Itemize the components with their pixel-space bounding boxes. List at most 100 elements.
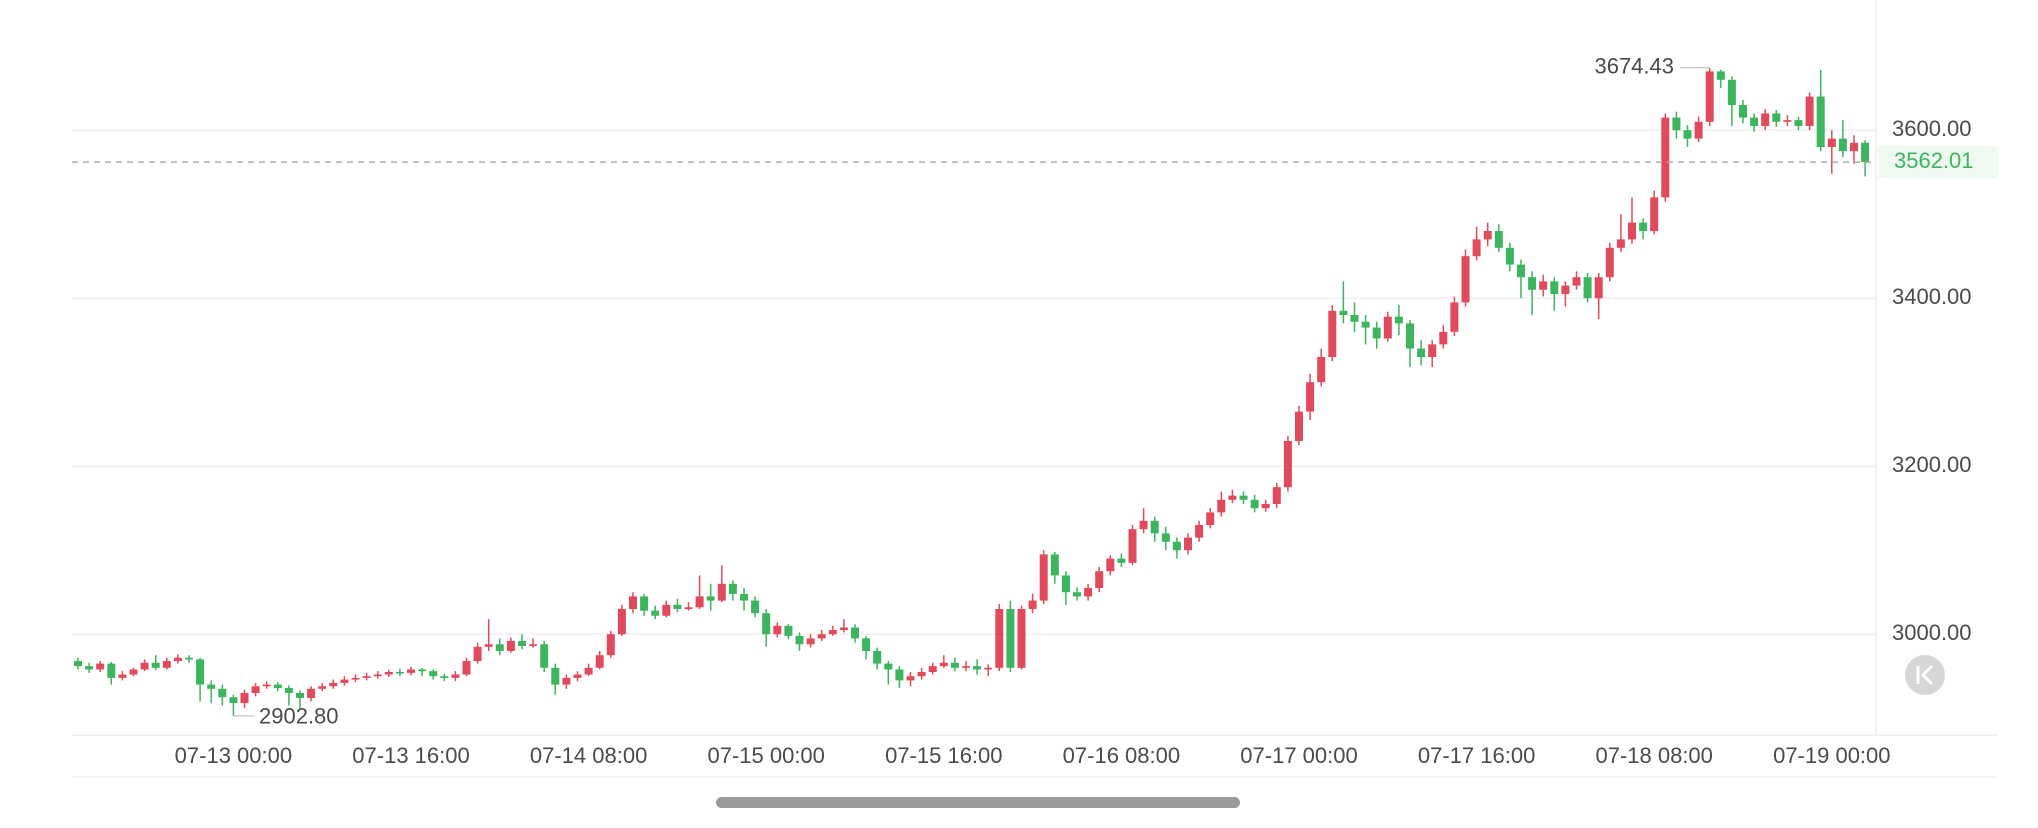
candle-body bbox=[762, 613, 771, 635]
candle-body bbox=[351, 677, 360, 680]
scrollbar[interactable] bbox=[716, 797, 1240, 808]
candle-body bbox=[340, 679, 349, 683]
y-tick-label: 3200.00 bbox=[1892, 452, 1972, 477]
candle-body bbox=[1650, 197, 1659, 231]
candle-body bbox=[784, 625, 793, 636]
candle-body bbox=[1028, 600, 1037, 609]
candle-body bbox=[1783, 120, 1792, 122]
candle-body bbox=[617, 609, 626, 635]
candle-body bbox=[1517, 264, 1525, 278]
candle-body bbox=[1583, 277, 1592, 299]
candle-body bbox=[529, 644, 538, 646]
candle-body bbox=[984, 667, 993, 670]
candle-body bbox=[1483, 231, 1492, 240]
candle-body bbox=[185, 657, 193, 660]
candle-body bbox=[96, 663, 105, 670]
candle-body bbox=[118, 674, 127, 678]
candle-body bbox=[1772, 113, 1781, 122]
candle-body bbox=[1705, 71, 1714, 122]
candle-body bbox=[1805, 96, 1814, 126]
candle-body bbox=[884, 663, 893, 670]
candle-body bbox=[284, 687, 293, 693]
candle-body bbox=[1394, 316, 1403, 324]
candle-body bbox=[1672, 117, 1681, 131]
candle-body bbox=[1605, 247, 1614, 278]
candle-body bbox=[407, 669, 415, 673]
candle-body bbox=[1361, 321, 1370, 328]
candle-body bbox=[1417, 348, 1426, 357]
candle-body bbox=[1217, 499, 1226, 513]
candle-body bbox=[273, 684, 282, 688]
candle-body bbox=[262, 684, 271, 687]
candle-body bbox=[107, 663, 116, 678]
candle-body bbox=[706, 596, 715, 601]
candle-body bbox=[429, 671, 438, 677]
candle-body bbox=[173, 657, 182, 662]
candle-body bbox=[1195, 525, 1204, 538]
candle-body bbox=[384, 672, 393, 675]
x-tick-label: 07-17 16:00 bbox=[1418, 743, 1535, 768]
reset-icon bbox=[1920, 664, 1934, 686]
candle-body bbox=[1406, 323, 1414, 349]
candle-body bbox=[1794, 120, 1803, 126]
candle-body bbox=[229, 697, 238, 704]
candle-body bbox=[1439, 331, 1448, 345]
x-tick-label: 07-15 00:00 bbox=[707, 743, 824, 768]
x-tick-label: 07-18 08:00 bbox=[1595, 743, 1712, 768]
x-tick-label: 07-17 00:00 bbox=[1240, 743, 1357, 768]
candle-body bbox=[562, 677, 571, 685]
candle-body bbox=[1050, 554, 1059, 576]
candle-body bbox=[1328, 310, 1337, 357]
candle-body bbox=[1261, 504, 1270, 509]
candle-body bbox=[473, 646, 482, 662]
last-price-label: 3562.01 bbox=[1894, 148, 1974, 173]
candle-body bbox=[1850, 142, 1858, 152]
candle-body bbox=[873, 651, 882, 664]
candle-body bbox=[1161, 533, 1170, 542]
candle-body bbox=[1272, 487, 1281, 504]
candle-body bbox=[1150, 520, 1159, 534]
candle-body bbox=[551, 667, 560, 685]
candle-body bbox=[595, 655, 604, 668]
candle-body bbox=[1228, 495, 1237, 500]
candle-body bbox=[1339, 310, 1348, 315]
candle-body bbox=[895, 669, 904, 681]
candle-body bbox=[1117, 558, 1126, 563]
y-tick-label: 3400.00 bbox=[1892, 284, 1972, 309]
candle-body bbox=[362, 676, 371, 678]
candle-body bbox=[296, 693, 304, 699]
candle-body bbox=[629, 596, 637, 609]
candle-body bbox=[85, 666, 94, 670]
candle-body bbox=[651, 610, 660, 616]
candle-body bbox=[1628, 222, 1636, 240]
candle-body bbox=[928, 666, 937, 672]
candle-body bbox=[751, 600, 760, 614]
candle-body bbox=[995, 609, 1004, 668]
candle-body bbox=[962, 666, 970, 668]
candle-body bbox=[495, 644, 504, 651]
candle-body bbox=[140, 662, 149, 670]
candle-body bbox=[1716, 71, 1725, 80]
candle-body bbox=[773, 625, 782, 635]
reset-button[interactable] bbox=[1905, 655, 1945, 695]
candle-body bbox=[240, 693, 249, 704]
candle-body bbox=[973, 666, 982, 670]
candle-body bbox=[795, 635, 804, 645]
candle-body bbox=[1550, 281, 1559, 294]
candle-body bbox=[1639, 222, 1648, 231]
candle-body bbox=[740, 593, 748, 601]
min-label: 2902.80 bbox=[259, 704, 339, 729]
candle-body bbox=[573, 674, 582, 678]
candle-body bbox=[950, 662, 959, 668]
candle-body bbox=[1073, 592, 1081, 597]
y-tick-label: 3600.00 bbox=[1892, 116, 1972, 141]
candle-body bbox=[74, 661, 82, 667]
candle-body bbox=[1139, 520, 1148, 530]
candle-body bbox=[1428, 344, 1437, 357]
candle-body bbox=[1006, 609, 1015, 668]
candle-body bbox=[673, 604, 682, 609]
x-tick-label: 07-16 08:00 bbox=[1063, 743, 1180, 768]
candle-body bbox=[1827, 138, 1836, 147]
candle-body bbox=[1017, 609, 1026, 668]
candle-body bbox=[207, 684, 216, 689]
